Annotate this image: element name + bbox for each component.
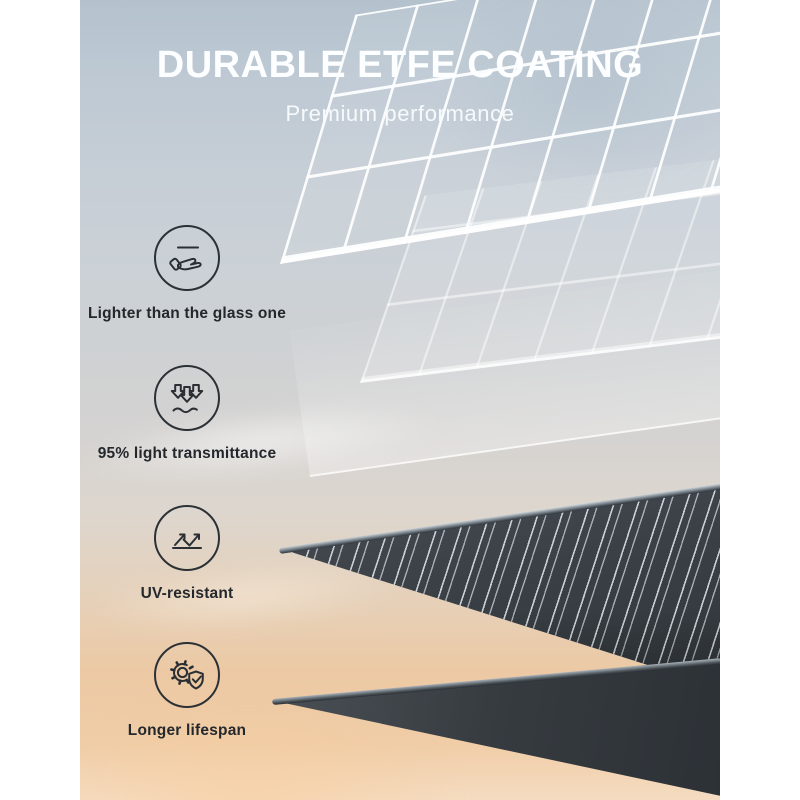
arrows-transmittance-icon bbox=[154, 365, 220, 431]
feature-uv-resistant: UV-resistant bbox=[80, 505, 294, 603]
feature-label: 95% light transmittance bbox=[97, 445, 277, 462]
feature-lightweight: Lighter than the glass one bbox=[80, 225, 294, 323]
feature-label: Longer lifespan bbox=[127, 722, 247, 739]
uv-reflect-arrows-icon bbox=[154, 505, 220, 571]
feature-label: UV-resistant bbox=[140, 585, 234, 602]
page-title: DURABLE ETFE COATING bbox=[156, 44, 644, 86]
feature-lifespan: Longer lifespan bbox=[80, 642, 294, 740]
feature-label: Lighter than the glass one bbox=[87, 305, 287, 322]
page-subtitle: Premium performance bbox=[285, 100, 515, 126]
header: DURABLE ETFE COATING Premium performance bbox=[80, 44, 720, 127]
hand-lightweight-icon bbox=[154, 225, 220, 291]
photo-area: DURABLE ETFE COATING Premium performance… bbox=[80, 0, 720, 800]
gear-shield-check-icon bbox=[154, 642, 220, 708]
feature-transmittance: 95% light transmittance bbox=[80, 365, 294, 463]
